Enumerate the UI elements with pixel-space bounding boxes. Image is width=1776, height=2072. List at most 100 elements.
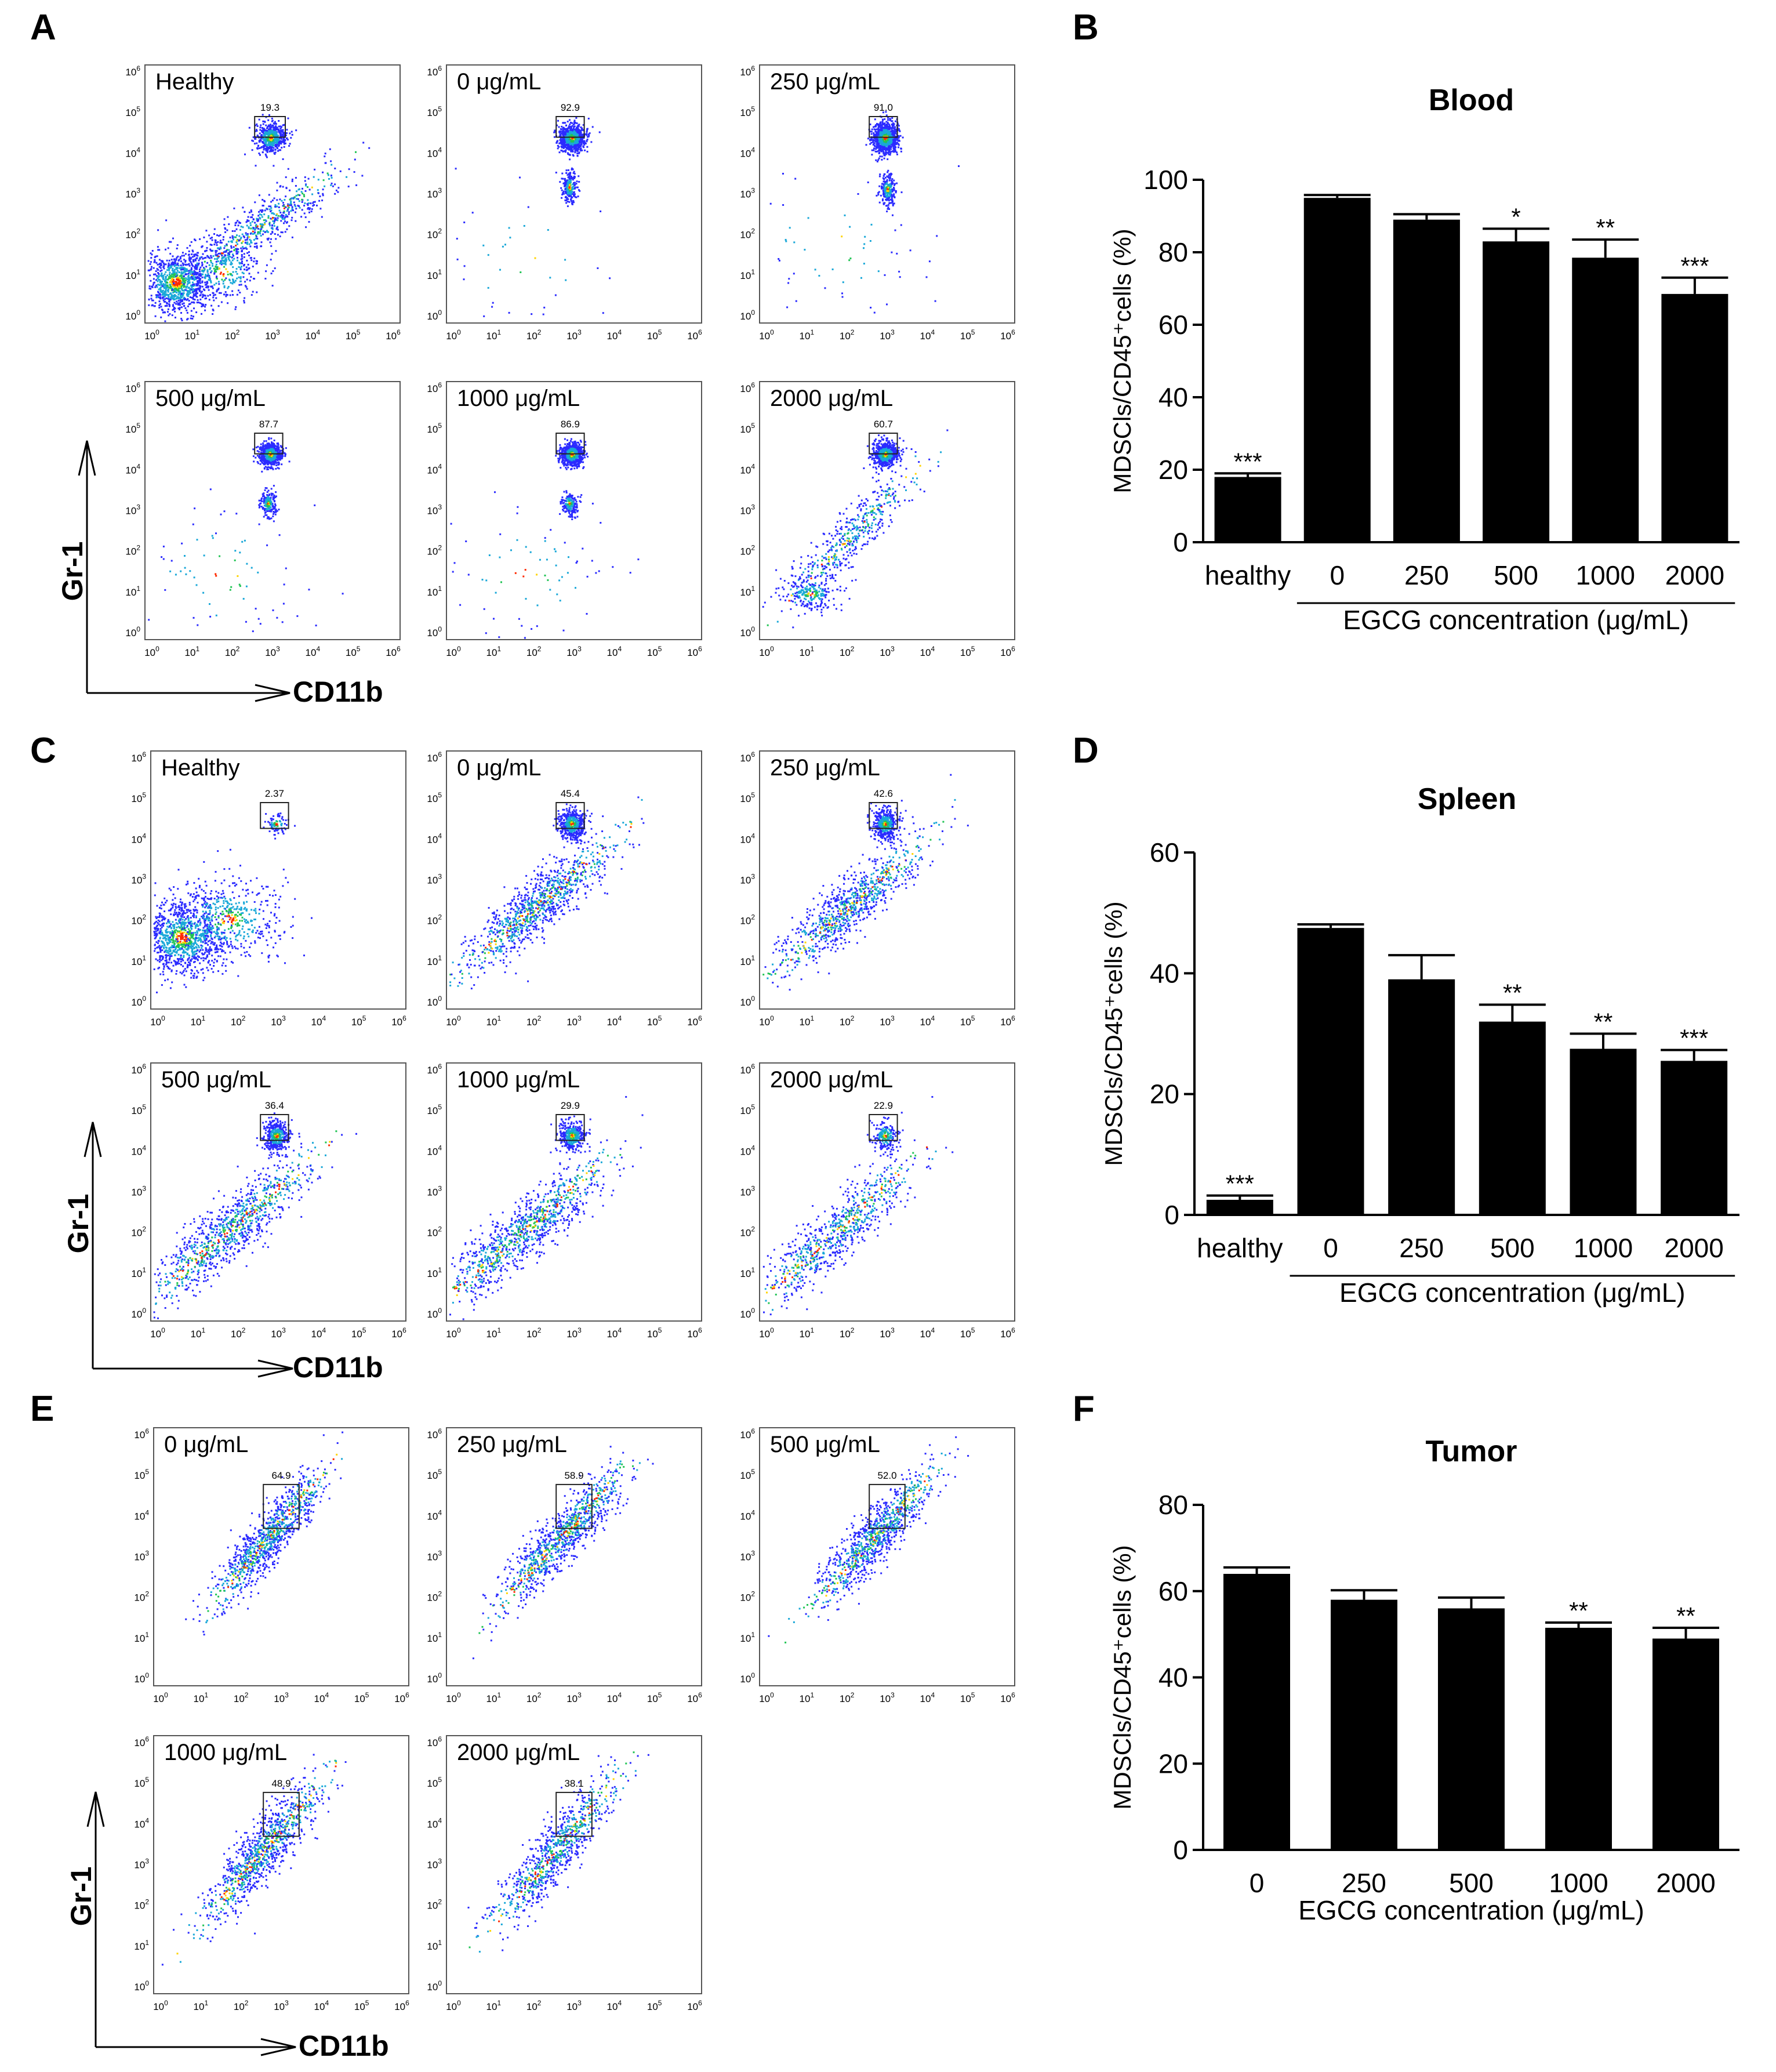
flow-dot bbox=[769, 202, 772, 205]
flow-dot bbox=[219, 234, 221, 236]
flow-dot bbox=[188, 291, 191, 293]
flow-dot bbox=[203, 236, 205, 238]
flow-dot bbox=[909, 249, 911, 252]
flow-dot bbox=[877, 159, 880, 161]
flow-dot bbox=[572, 179, 574, 181]
flow-dot bbox=[270, 205, 272, 208]
flow-dot bbox=[244, 281, 246, 283]
flow-dot bbox=[878, 157, 880, 159]
flow-dot bbox=[898, 136, 900, 138]
flow-dot bbox=[233, 257, 235, 260]
flow-dot bbox=[597, 267, 599, 269]
flow-dot bbox=[151, 250, 154, 252]
flow-dot bbox=[239, 292, 241, 293]
flow-dot bbox=[213, 299, 215, 302]
flow-dot bbox=[147, 260, 150, 262]
flow-dot bbox=[553, 136, 555, 138]
flow-dot bbox=[265, 124, 267, 126]
flow-dot bbox=[879, 150, 881, 152]
flow-dot bbox=[270, 233, 272, 235]
flow-dot bbox=[887, 171, 889, 173]
flow-dot bbox=[282, 202, 284, 204]
flow-dot bbox=[210, 281, 212, 284]
flow-dot bbox=[578, 189, 580, 191]
flow-dot bbox=[226, 249, 228, 251]
flow-dot bbox=[880, 142, 882, 144]
flow-dot bbox=[892, 137, 894, 139]
flow-dot bbox=[219, 261, 221, 263]
flow-dot bbox=[228, 258, 230, 260]
flow-dot bbox=[262, 123, 264, 125]
flow-dot bbox=[204, 297, 206, 300]
flow-dot bbox=[255, 234, 257, 237]
flow-dot bbox=[885, 145, 887, 147]
flow-dot bbox=[285, 214, 287, 216]
x-tick-label: 105 bbox=[960, 328, 975, 342]
flow-dot bbox=[874, 135, 876, 136]
flow-dot bbox=[196, 264, 198, 267]
flow-dot bbox=[889, 177, 891, 180]
flow-dot bbox=[899, 135, 902, 137]
flow-dot bbox=[570, 179, 572, 182]
flow-dot bbox=[278, 149, 281, 151]
flow-dot bbox=[201, 281, 204, 284]
flow-dot bbox=[569, 184, 571, 186]
flow-dot bbox=[282, 139, 284, 141]
flow-dot bbox=[199, 298, 202, 300]
flow-dot bbox=[275, 143, 277, 146]
flow-dot bbox=[308, 188, 311, 191]
flow-dot bbox=[894, 183, 896, 185]
flow-dot bbox=[278, 449, 280, 451]
flow-dot bbox=[173, 306, 175, 309]
flow-dot bbox=[159, 281, 161, 283]
flow-dot bbox=[273, 217, 275, 219]
flow-dot bbox=[252, 266, 254, 268]
flow-dot bbox=[164, 295, 166, 297]
flow-dot bbox=[890, 135, 892, 137]
flow-dot bbox=[337, 187, 340, 189]
flow-plot-A-1: 19.3Healthy10010010110110210210310310410… bbox=[125, 64, 401, 342]
flow-dot bbox=[238, 240, 240, 242]
flow-dot bbox=[201, 291, 203, 293]
flow-dot bbox=[187, 292, 189, 294]
flow-dot bbox=[278, 128, 279, 130]
flow-dot bbox=[887, 194, 889, 196]
flow-dot bbox=[884, 143, 886, 146]
flow-dot bbox=[283, 132, 285, 135]
flow-dot bbox=[284, 218, 286, 220]
flow-dot bbox=[877, 124, 880, 126]
flow-dot bbox=[241, 242, 243, 244]
flow-dot bbox=[157, 263, 159, 266]
flow-dot bbox=[169, 267, 171, 269]
flow-dot bbox=[162, 283, 165, 285]
flow-dot bbox=[277, 219, 279, 222]
flow-dot bbox=[264, 147, 266, 150]
flow-dot bbox=[165, 263, 167, 266]
flow-dot bbox=[206, 269, 209, 271]
y-tick-exponent: 6 bbox=[136, 64, 140, 72]
flow-dot bbox=[882, 151, 885, 153]
flow-dot bbox=[198, 287, 201, 289]
flow-dot bbox=[232, 281, 234, 283]
flow-dot bbox=[188, 303, 190, 306]
flow-dot bbox=[209, 268, 211, 270]
flow-dot bbox=[163, 278, 165, 281]
flow-dot bbox=[243, 253, 245, 255]
flow-dot bbox=[562, 122, 564, 124]
flow-dot bbox=[205, 304, 207, 306]
flow-dot bbox=[290, 198, 292, 200]
flow-dot bbox=[573, 122, 576, 125]
flow-dot bbox=[216, 244, 218, 246]
flow-dot bbox=[889, 152, 892, 154]
flow-dot bbox=[574, 196, 576, 198]
flow-dot bbox=[891, 124, 893, 125]
flow-dot bbox=[195, 264, 197, 266]
flow-dot bbox=[201, 296, 204, 298]
flow-dot bbox=[184, 253, 187, 255]
flow-dot bbox=[569, 158, 571, 161]
flow-dot bbox=[281, 135, 284, 137]
flow-dot bbox=[290, 219, 293, 222]
flow-dot bbox=[576, 128, 579, 130]
flow-dot bbox=[891, 131, 894, 133]
